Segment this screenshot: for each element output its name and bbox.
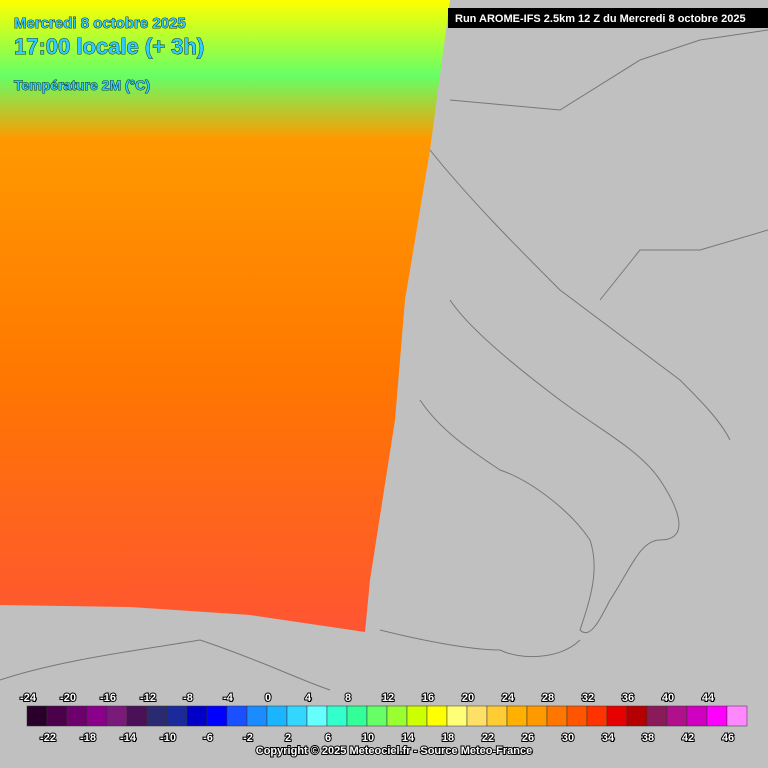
legend-swatch <box>426 705 448 727</box>
legend-swatch <box>366 705 388 727</box>
legend-label: 22 <box>482 732 494 744</box>
legend-label: 6 <box>325 732 331 744</box>
legend-label: 26 <box>522 732 534 744</box>
legend-label: 40 <box>662 692 674 704</box>
legend-label: 34 <box>602 732 615 744</box>
legend-swatch <box>706 705 728 727</box>
legend-label: 20 <box>462 692 474 704</box>
legend-swatch <box>186 705 208 727</box>
legend-label: 30 <box>562 732 574 744</box>
legend-label: 18 <box>442 732 454 744</box>
legend-swatch <box>266 705 288 727</box>
legend-swatch <box>726 705 748 727</box>
copyright: Copyright © 2025 Meteociel.fr - Source M… <box>256 745 532 757</box>
legend-swatch <box>146 705 168 727</box>
legend-swatch <box>326 705 348 727</box>
legend-swatch <box>606 705 628 727</box>
legend-label: -16 <box>100 692 116 704</box>
legend-swatch <box>586 705 608 727</box>
legend-swatch <box>646 705 668 727</box>
legend-swatch <box>46 705 68 727</box>
legend-label: 2 <box>285 732 291 744</box>
legend-label: 4 <box>305 692 312 704</box>
legend-swatch <box>206 705 228 727</box>
legend-label: 28 <box>542 692 554 704</box>
temperature-field <box>0 0 450 632</box>
legend-swatch <box>106 705 128 727</box>
legend-label: 16 <box>422 692 434 704</box>
legend-label: -24 <box>20 692 37 704</box>
run-info: Run AROME-IFS 2.5km 12 Z du Mercredi 8 o… <box>455 13 746 25</box>
legend-label: 38 <box>642 732 654 744</box>
legend-label: 36 <box>622 692 634 704</box>
legend-label: 0 <box>265 692 271 704</box>
legend-swatch <box>246 705 268 727</box>
legend-swatch <box>26 705 48 727</box>
legend-swatch <box>446 705 468 727</box>
legend-swatch <box>86 705 108 727</box>
legend-swatch <box>226 705 248 727</box>
legend-swatch <box>526 705 548 727</box>
legend-label: -20 <box>60 692 76 704</box>
legend-label: -18 <box>80 732 96 744</box>
legend-label: 14 <box>402 732 415 744</box>
legend-swatch <box>66 705 88 727</box>
legend-swatch <box>486 705 508 727</box>
legend-swatch <box>686 705 708 727</box>
legend-label: -10 <box>160 732 176 744</box>
legend-swatch <box>466 705 488 727</box>
legend-label: 10 <box>362 732 374 744</box>
legend-swatch <box>546 705 568 727</box>
legend-label: -2 <box>243 732 253 744</box>
legend-label: 12 <box>382 692 394 704</box>
legend-label: 8 <box>345 692 351 704</box>
borders <box>0 29 768 691</box>
legend-swatch <box>286 705 308 727</box>
legend-label: -8 <box>183 692 193 704</box>
legend-label: 46 <box>722 732 734 744</box>
legend-label: 42 <box>682 732 694 744</box>
legend: -24-22-20-18-16-14-12-10-8-6-4-202468101… <box>19 691 748 745</box>
legend-label: 44 <box>702 692 715 704</box>
legend-label: -4 <box>223 692 234 704</box>
legend-swatch <box>666 705 688 727</box>
legend-swatch <box>566 705 588 727</box>
run-banner <box>448 8 768 28</box>
date: Mercredi 8 octobre 2025 <box>14 15 186 32</box>
legend-swatch <box>386 705 408 727</box>
legend-swatch <box>626 705 648 727</box>
legend-swatch <box>346 705 368 727</box>
parameter: Température 2M (°C) <box>14 77 150 93</box>
legend-swatch <box>126 705 148 727</box>
legend-label: -14 <box>120 732 137 744</box>
legend-swatch <box>306 705 328 727</box>
legend-label: -12 <box>140 692 156 704</box>
legend-label: 32 <box>582 692 594 704</box>
legend-swatch <box>406 705 428 727</box>
legend-label: 24 <box>502 692 515 704</box>
legend-label: -22 <box>40 732 56 744</box>
time: 17:00 locale (+ 3h) <box>14 34 204 59</box>
legend-swatch <box>506 705 528 727</box>
legend-swatch <box>166 705 188 727</box>
legend-label: -6 <box>203 732 213 744</box>
